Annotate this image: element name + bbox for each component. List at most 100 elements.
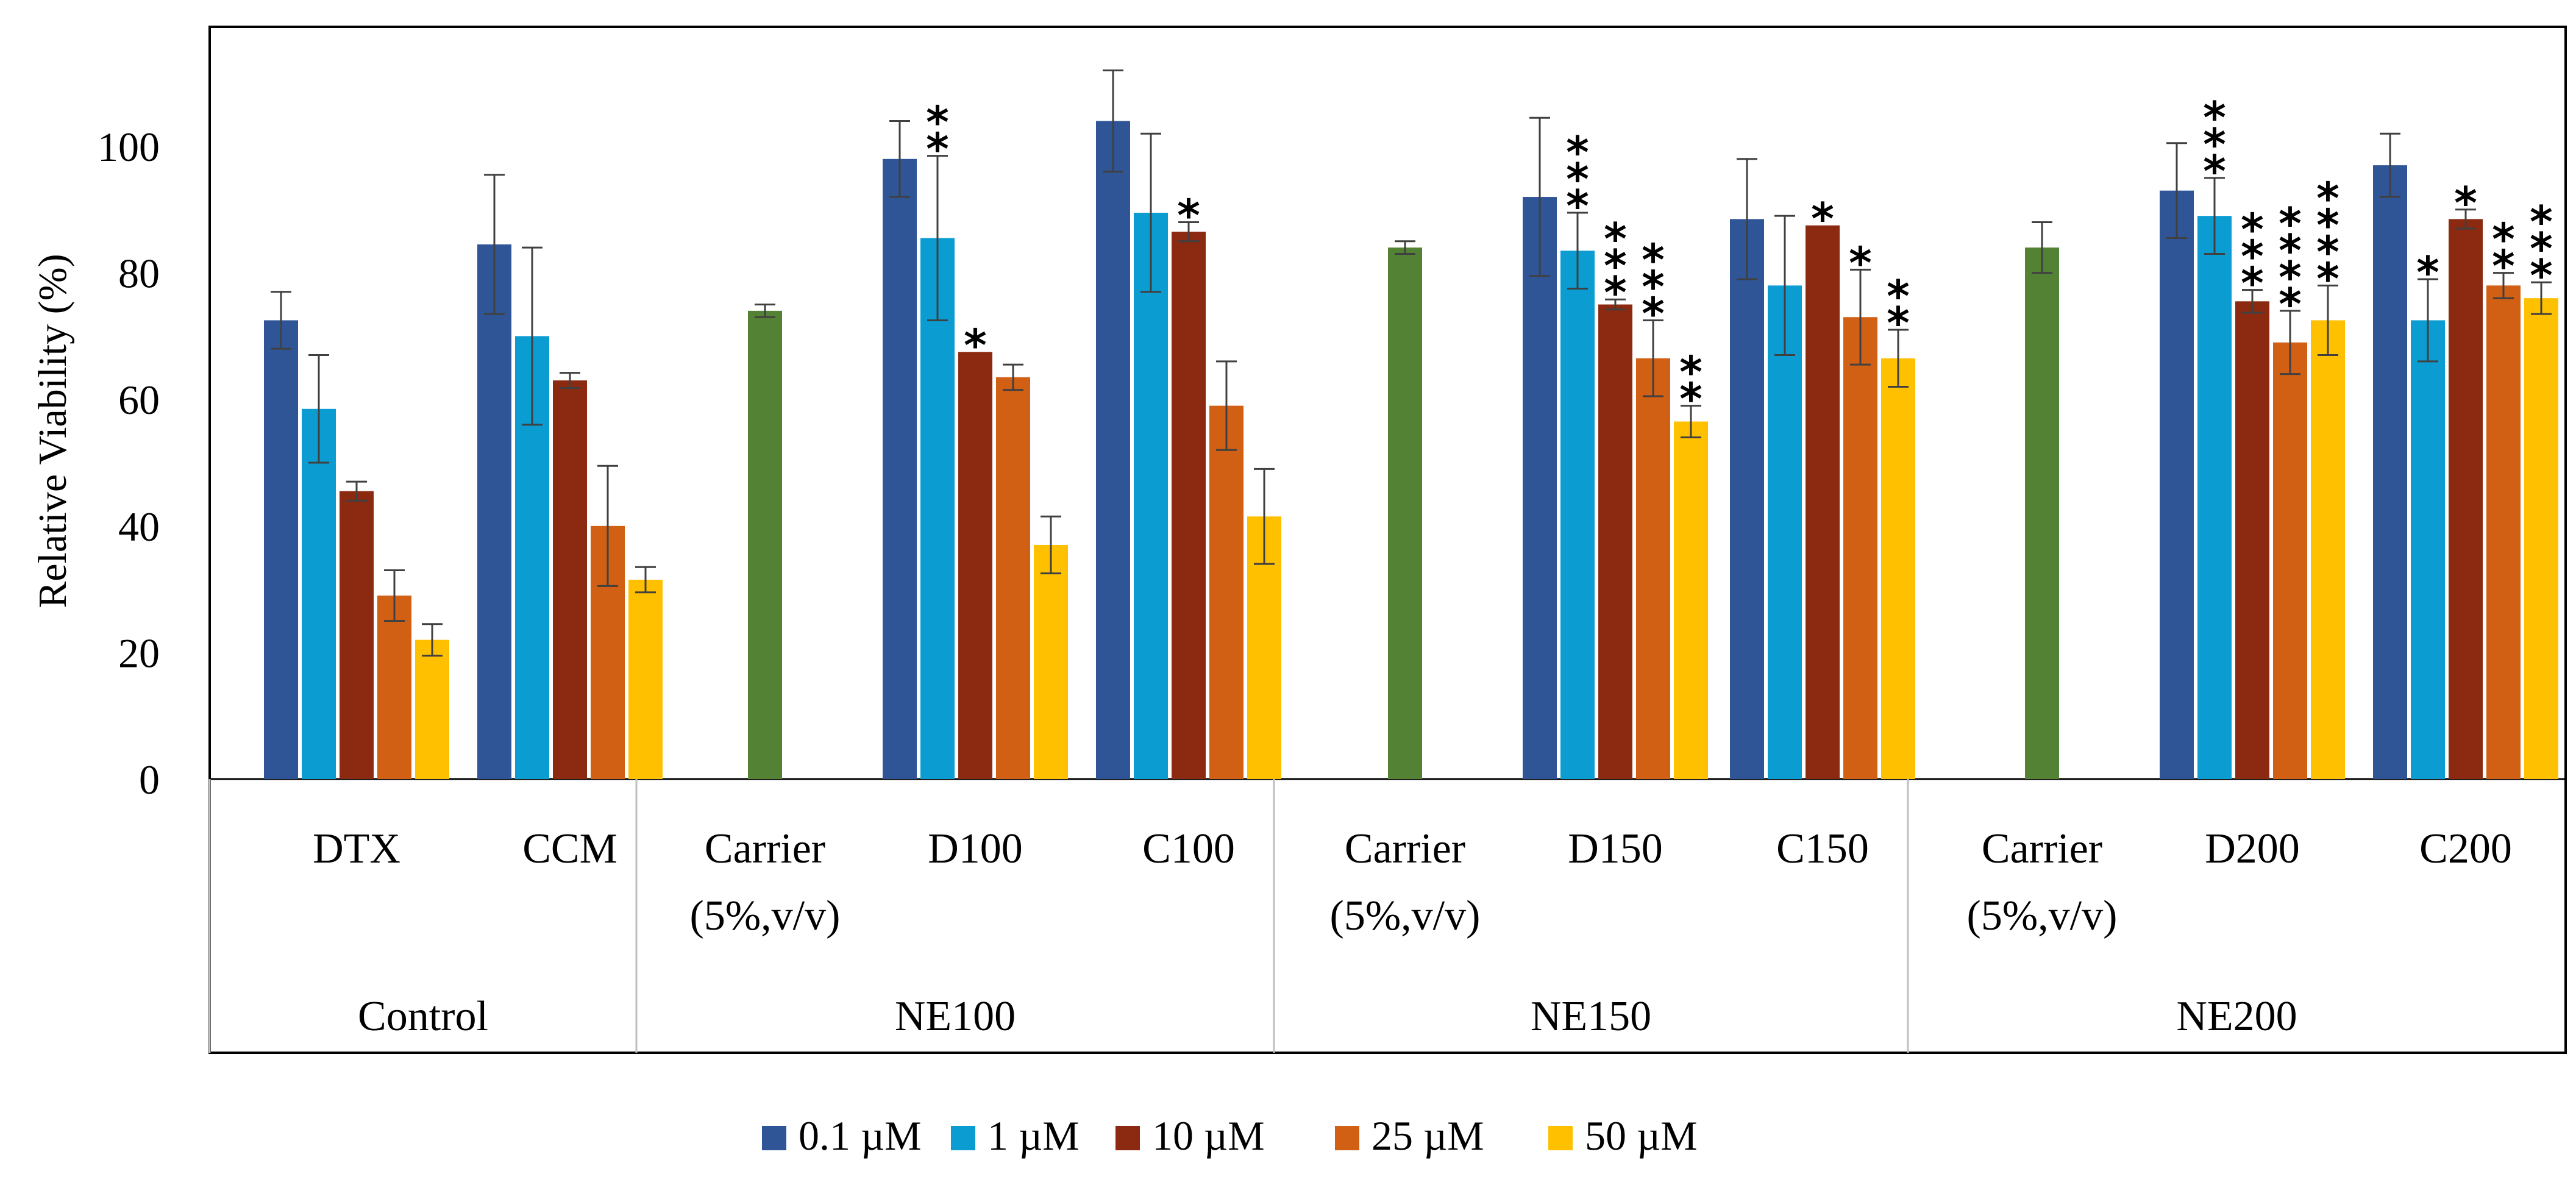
significance-star: * [964, 319, 987, 371]
significance-star: * [926, 124, 949, 175]
category-label: C100 [1142, 825, 1235, 872]
bar [1034, 544, 1068, 779]
bar [1134, 212, 1168, 779]
significance-star: * [2316, 226, 2339, 277]
bar [302, 408, 336, 779]
bar [1881, 358, 1915, 779]
y-tick-label: 60 [118, 377, 160, 423]
group-label: NE200 [2176, 993, 2297, 1040]
bar [1096, 121, 1130, 780]
significance-star: * [2316, 199, 2339, 251]
significance-star: * [2316, 173, 2339, 224]
category-label: C150 [1776, 825, 1869, 872]
bar [1172, 232, 1206, 779]
significance-star: * [1604, 213, 1627, 265]
bar [1560, 251, 1595, 779]
significance-star: * [1604, 240, 1627, 291]
significance-star: * [2530, 250, 2553, 301]
bar [2197, 216, 2232, 779]
bar [1674, 421, 1708, 779]
significance-star: * [1887, 297, 1910, 349]
significance-star: * [2241, 231, 2264, 282]
significance-star: * [2279, 252, 2302, 303]
bar [377, 595, 411, 779]
legend-label: 10 µM [1152, 1112, 1265, 1159]
significance-star: * [2203, 119, 2226, 170]
significance-star: * [2203, 92, 2226, 143]
category-label: D150 [1568, 825, 1663, 872]
significance-star: * [2416, 247, 2439, 298]
bar [1388, 247, 1422, 780]
significance-star: * [1887, 271, 1910, 322]
significance-star: * [2492, 241, 2515, 292]
bar [477, 244, 511, 779]
category-label: D100 [928, 825, 1023, 872]
group-label: Control [358, 993, 488, 1040]
significance-star: * [1642, 288, 1665, 339]
legend-swatch [1335, 1126, 1359, 1150]
bar [2411, 320, 2445, 779]
significance-star: * [2530, 196, 2553, 247]
category-labels-layer: Control DTX CCM NE100 Carrier (5%,v/v) D100 C10… [313, 825, 2512, 1040]
bar [1806, 225, 1840, 779]
category-label: C200 [2419, 825, 2512, 872]
bar [1598, 304, 1632, 779]
category-label: (5%,v/v) [1967, 892, 2118, 939]
significance-star: * [1566, 154, 1589, 205]
bar [958, 352, 992, 779]
significance-star: * [2316, 253, 2339, 304]
bar [996, 377, 1030, 779]
bar [1209, 405, 1244, 779]
legend-swatch [1548, 1126, 1573, 1150]
bar [1636, 358, 1670, 779]
group-label: NE150 [1531, 993, 1651, 1040]
legend-label: 0.1 µM [799, 1112, 922, 1159]
bar [2524, 298, 2558, 779]
bar [553, 380, 587, 779]
significance-star: * [1604, 267, 1627, 318]
legend-swatch [762, 1126, 786, 1150]
significance-star: * [2279, 225, 2302, 276]
significance-star: * [2203, 146, 2226, 197]
significance-star: * [2241, 258, 2264, 309]
significance-star: * [1679, 374, 1703, 425]
significance-star: * [2492, 214, 2515, 265]
bar [264, 320, 298, 779]
bar [2486, 285, 2521, 779]
category-label: D200 [2205, 825, 2300, 872]
significance-star: * [2454, 177, 2477, 229]
category-label: Carrier [705, 825, 825, 872]
significance-star: * [1566, 180, 1589, 232]
bar [2373, 165, 2407, 779]
category-label: Carrier [1982, 825, 2102, 872]
group-label: NE100 [895, 993, 1016, 1040]
bar [628, 580, 663, 779]
category-label: Carrier [1345, 825, 1465, 872]
bar [1730, 219, 1764, 779]
significance-star: * [926, 97, 949, 148]
significance-star: * [1642, 261, 1665, 312]
category-label: (5%,v/v) [1330, 892, 1481, 939]
legend: 0.1 µM 1 µM 10 µM 25 µM 50 µM [762, 1112, 1698, 1159]
significance-star: * [1811, 193, 1834, 244]
bar [2160, 190, 2194, 779]
legend-label: 25 µM [1372, 1112, 1484, 1159]
y-tick-label: 20 [118, 630, 160, 676]
y-tick-label: 40 [118, 504, 160, 550]
legend-swatch [1115, 1126, 1140, 1150]
y-tick-label: 80 [118, 251, 160, 297]
significance-star: * [1566, 127, 1589, 178]
bar [340, 491, 374, 779]
category-label: CCM [522, 825, 617, 872]
significance-star: * [1679, 347, 1703, 398]
significance-star: * [1642, 234, 1665, 285]
bar [883, 158, 917, 779]
bar [1523, 197, 1557, 779]
bar [415, 639, 449, 779]
legend-label: 1 µM [987, 1112, 1080, 1159]
bar [2235, 301, 2269, 779]
legend-label: 50 µM [1585, 1112, 1698, 1159]
bar [748, 310, 782, 779]
